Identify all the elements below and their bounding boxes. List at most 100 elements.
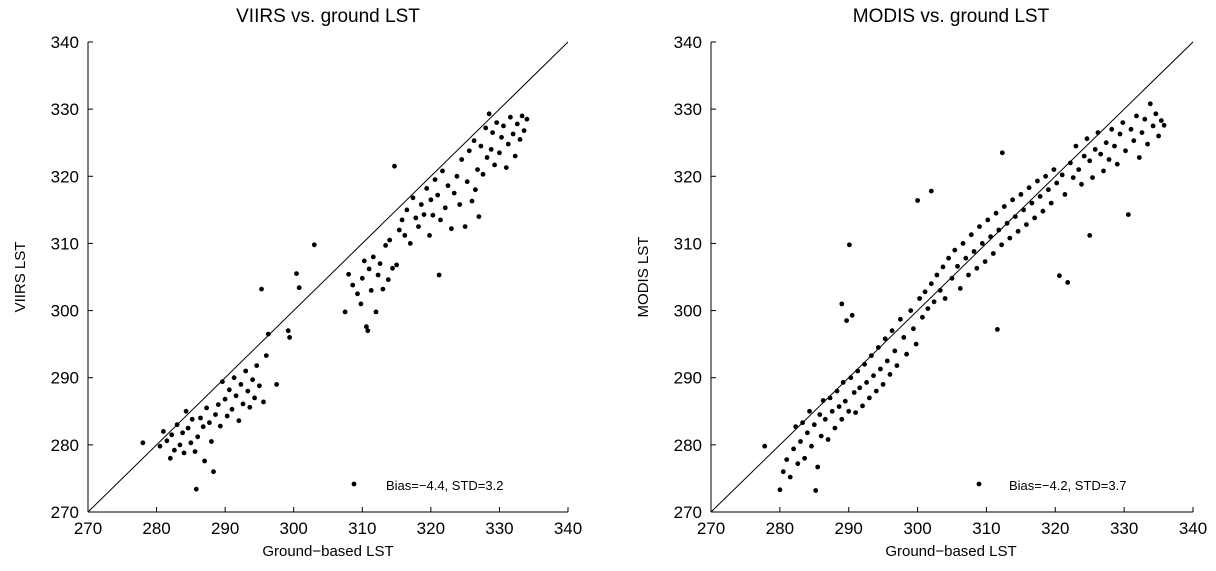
data-point	[459, 157, 465, 162]
data-point	[399, 217, 405, 223]
data-point	[1010, 197, 1015, 203]
data-point	[1065, 280, 1071, 285]
data-point	[817, 412, 823, 417]
data-point	[996, 227, 1002, 233]
data-point	[427, 233, 432, 238]
data-point	[370, 254, 376, 260]
data-point	[231, 375, 237, 381]
x-tick-label: 300	[903, 519, 931, 538]
data-point	[346, 271, 351, 277]
y-tick-label: 330	[674, 100, 702, 119]
data-point	[1161, 122, 1167, 128]
data-point	[791, 446, 796, 452]
scatter-panel-modis: 270 280 290 300 310 320 330 340 270 280 290 300 310 3…	[635, 6, 1207, 560]
data-point	[233, 393, 239, 399]
data-point	[1145, 141, 1150, 147]
x-axis-label: Ground−based LST	[262, 543, 393, 560]
data-point	[480, 171, 486, 177]
data-point	[1040, 208, 1046, 214]
data-point	[457, 202, 463, 207]
data-point	[946, 255, 951, 261]
data-point	[1012, 214, 1018, 220]
data-point	[862, 361, 867, 367]
data-point	[1117, 131, 1123, 137]
data-point	[1114, 161, 1120, 167]
data-point	[442, 205, 448, 211]
data-point	[466, 148, 472, 154]
x-tick-label: 270	[697, 519, 725, 538]
data-point	[802, 455, 807, 461]
data-point	[358, 301, 364, 307]
data-point	[483, 125, 489, 131]
data-point	[836, 404, 842, 409]
data-point	[1120, 120, 1126, 125]
data-point	[800, 420, 805, 426]
y-axis-label: MODIS LST	[635, 237, 652, 318]
data-point	[990, 251, 996, 256]
data-point	[476, 214, 482, 220]
data-point	[1142, 116, 1148, 122]
data-point	[873, 388, 879, 394]
data-point	[934, 272, 940, 278]
data-point	[913, 341, 919, 347]
data-point	[860, 403, 865, 409]
data-point	[385, 277, 391, 283]
data-point	[311, 242, 317, 248]
data-point	[988, 234, 993, 240]
data-point	[1018, 192, 1024, 197]
x-tick-label: 320	[417, 519, 445, 538]
data-point	[440, 168, 445, 174]
data-point	[413, 215, 419, 221]
y-tick-label: 280	[51, 436, 79, 455]
y-tick-label: 330	[51, 100, 79, 119]
data-point	[416, 224, 421, 230]
data-point	[213, 412, 218, 417]
data-point	[922, 289, 928, 295]
data-point	[250, 377, 256, 383]
data-point	[911, 326, 916, 332]
data-point	[793, 424, 799, 430]
stats-annotation: Bias=−4.2, STD=3.7	[1009, 478, 1126, 493]
data-point	[492, 162, 497, 168]
data-point	[1103, 140, 1109, 146]
data-point	[464, 179, 470, 185]
data-point	[497, 150, 502, 156]
data-point	[928, 188, 934, 194]
data-point	[1156, 133, 1161, 139]
data-point	[285, 328, 291, 334]
data-point	[1026, 185, 1032, 191]
chart-title: VIIRS vs. ground LST	[236, 6, 420, 27]
data-point	[189, 416, 195, 422]
data-point	[855, 368, 861, 374]
data-point	[421, 212, 427, 218]
x-tick-label: 280	[142, 519, 170, 538]
data-point	[894, 363, 900, 368]
data-point	[1139, 130, 1145, 136]
data-point	[473, 187, 478, 193]
data-point	[195, 434, 201, 440]
data-point	[174, 422, 180, 428]
data-point	[380, 286, 386, 292]
data-point	[777, 487, 783, 493]
data-point	[462, 224, 468, 230]
data-point	[505, 141, 511, 147]
x-tick-label: 340	[1179, 519, 1207, 538]
y-tick-label: 310	[674, 234, 702, 253]
data-point	[1007, 235, 1013, 241]
data-point	[514, 121, 520, 127]
data-point	[780, 469, 786, 475]
data-point	[366, 266, 372, 272]
data-point	[185, 425, 191, 431]
data-point	[245, 388, 251, 394]
data-point	[296, 285, 302, 291]
data-point	[829, 408, 835, 414]
data-point	[1029, 200, 1035, 206]
data-point	[494, 120, 500, 125]
data-point	[949, 275, 955, 281]
data-point	[140, 440, 146, 446]
data-point	[373, 309, 379, 315]
data-point	[966, 272, 971, 278]
data-point	[1070, 175, 1076, 181]
data-point	[1098, 151, 1104, 157]
data-point	[811, 422, 817, 428]
